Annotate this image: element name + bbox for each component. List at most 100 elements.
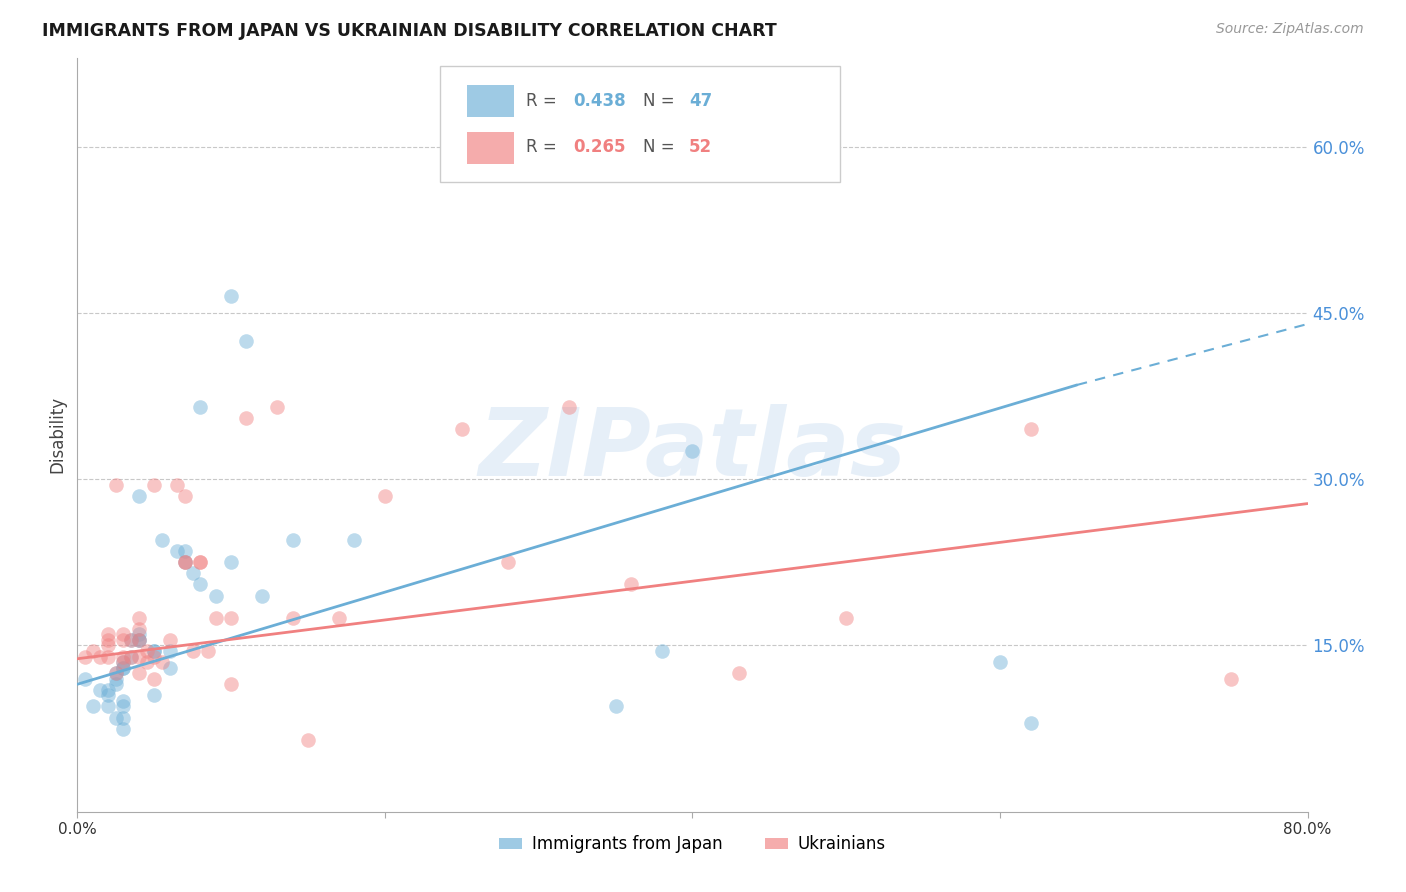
Point (104, 477, 127, 491)
Text: IMMIGRANTS FROM JAPAN VS UKRAINIAN DISABILITY CORRELATION CHART: IMMIGRANTS FROM JAPAN VS UKRAINIAN DISAB… (42, 22, 778, 40)
Point (143, 644, 166, 658)
Text: 0.438: 0.438 (574, 92, 626, 110)
Point (128, 632, 150, 647)
Point (143, 672, 166, 686)
Text: Source: ZipAtlas.com: Source: ZipAtlas.com (1216, 22, 1364, 37)
Point (143, 644, 166, 658)
Point (235, 334, 257, 348)
Point (73, 649, 96, 664)
Point (82, 699, 104, 714)
Point (135, 655, 157, 669)
Point (235, 411, 257, 425)
Point (150, 655, 173, 669)
Y-axis label: Disability: Disability (48, 396, 66, 474)
Point (104, 666, 127, 681)
Point (89, 649, 111, 664)
Text: 0.265: 0.265 (574, 138, 626, 156)
FancyBboxPatch shape (467, 132, 515, 164)
Point (174, 555, 197, 569)
Point (112, 655, 135, 669)
Point (128, 632, 150, 647)
Point (727, 666, 749, 681)
Point (219, 611, 242, 625)
Point (188, 555, 212, 569)
Point (159, 632, 181, 647)
Point (166, 544, 188, 558)
Point (112, 627, 135, 641)
Point (166, 477, 188, 491)
Point (112, 655, 135, 669)
Point (150, 533, 173, 548)
Point (682, 444, 704, 458)
Legend: Immigrants from Japan, Ukrainians: Immigrants from Japan, Ukrainians (492, 829, 893, 860)
Point (104, 677, 127, 691)
Point (204, 611, 226, 625)
Point (328, 611, 350, 625)
Point (89, 682, 111, 697)
Point (281, 533, 304, 548)
Point (112, 694, 135, 708)
Text: N =: N = (644, 138, 681, 156)
Point (143, 477, 166, 491)
Point (188, 400, 212, 414)
Point (343, 533, 366, 548)
Point (181, 566, 204, 581)
Point (82, 644, 104, 658)
Point (159, 644, 181, 658)
Point (188, 577, 212, 591)
Point (97, 627, 120, 641)
Point (281, 611, 304, 625)
Point (128, 489, 150, 503)
Point (112, 660, 135, 674)
Point (97, 649, 120, 664)
Point (97, 689, 120, 703)
Point (104, 672, 127, 686)
Point (104, 666, 127, 681)
Point (174, 544, 197, 558)
Point (159, 660, 181, 674)
Point (450, 422, 472, 436)
Point (128, 627, 150, 641)
Point (197, 644, 219, 658)
Point (112, 632, 135, 647)
Point (219, 677, 242, 691)
Point (73, 672, 96, 686)
Point (97, 682, 120, 697)
Point (188, 555, 212, 569)
Point (97, 632, 120, 647)
Point (104, 710, 127, 724)
Point (143, 649, 166, 664)
Point (250, 589, 273, 603)
Point (266, 400, 288, 414)
Point (219, 289, 242, 303)
Point (374, 489, 396, 503)
Point (143, 689, 166, 703)
Text: R =: R = (526, 92, 562, 110)
Point (620, 577, 643, 591)
Point (128, 666, 150, 681)
Point (112, 699, 135, 714)
Point (651, 644, 673, 658)
Text: 52: 52 (689, 138, 711, 156)
Point (120, 649, 142, 664)
Point (558, 400, 581, 414)
Point (297, 732, 319, 747)
Point (988, 655, 1011, 669)
Point (204, 589, 226, 603)
Point (112, 649, 135, 664)
Point (120, 649, 142, 664)
Point (128, 632, 150, 647)
Text: N =: N = (644, 92, 681, 110)
Point (835, 611, 858, 625)
Point (97, 639, 120, 653)
Point (128, 649, 150, 664)
Text: R =: R = (526, 138, 562, 156)
Point (112, 722, 135, 736)
Point (120, 632, 142, 647)
Point (1019, 422, 1042, 436)
Point (605, 699, 627, 714)
Text: 47: 47 (689, 92, 711, 110)
Point (97, 699, 120, 714)
Point (112, 710, 135, 724)
Point (112, 660, 135, 674)
